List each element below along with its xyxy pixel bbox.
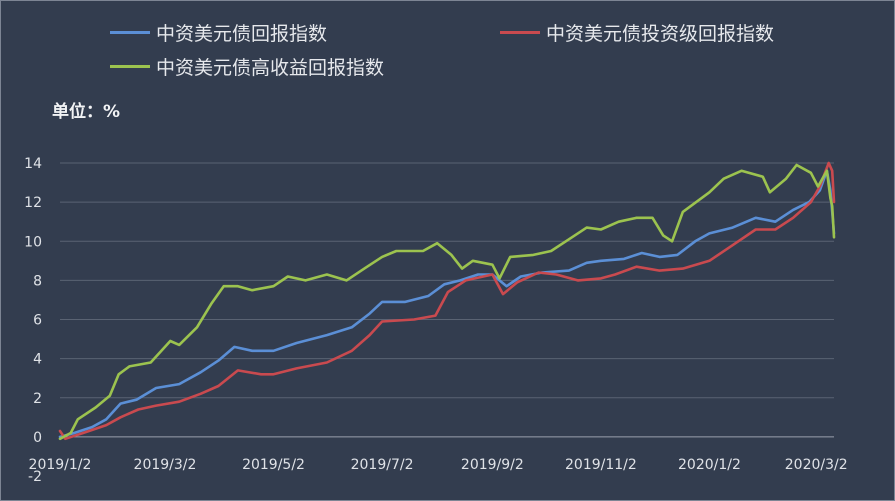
x-tick-label: 2019/11/2: [565, 457, 637, 473]
y-tick-label: 10: [24, 234, 42, 250]
legend-swatch-all: [110, 31, 150, 34]
legend-label-all: 中资美元债回报指数: [156, 23, 328, 45]
legend-item-high-yield: 中资美元债高收益回报指数: [110, 53, 384, 80]
series-line-1: [58, 161, 836, 441]
legend-swatch-investment-grade: [500, 31, 540, 34]
y-tick-label: 12: [24, 195, 42, 211]
x-tick-label: 2019/5/2: [242, 457, 305, 473]
series-line-2: [58, 163, 836, 441]
y-tick-label: 2: [33, 391, 42, 407]
y-tick-label: -2: [28, 469, 42, 485]
legend-item-investment-grade: 中资美元债投资级回报指数: [500, 19, 774, 46]
x-tick-label: 2020/3/2: [785, 457, 848, 473]
x-tick-label: 2019/7/2: [351, 457, 414, 473]
legend-swatch-high-yield: [110, 65, 150, 68]
y-tick-label: 6: [33, 313, 42, 329]
x-tick-label: 2019/9/2: [461, 457, 524, 473]
legend-label-investment-grade: 中资美元债投资级回报指数: [546, 23, 775, 45]
x-tick-label: 2019/3/2: [134, 457, 197, 473]
legend-label-high-yield: 中资美元债高收益回报指数: [156, 57, 385, 79]
y-tick-label: 4: [33, 352, 42, 368]
x-tick-label: 2020/1/2: [678, 457, 741, 473]
y-tick-label: 8: [33, 273, 42, 289]
legend-item-all: 中资美元债回报指数: [110, 19, 327, 46]
series-line-0: [58, 169, 836, 439]
x-tick-label: 2019/1/2: [29, 457, 92, 473]
y-tick-label: 0: [33, 430, 42, 446]
unit-label: 单位：%: [52, 102, 121, 122]
y-tick-label: 14: [24, 156, 42, 172]
